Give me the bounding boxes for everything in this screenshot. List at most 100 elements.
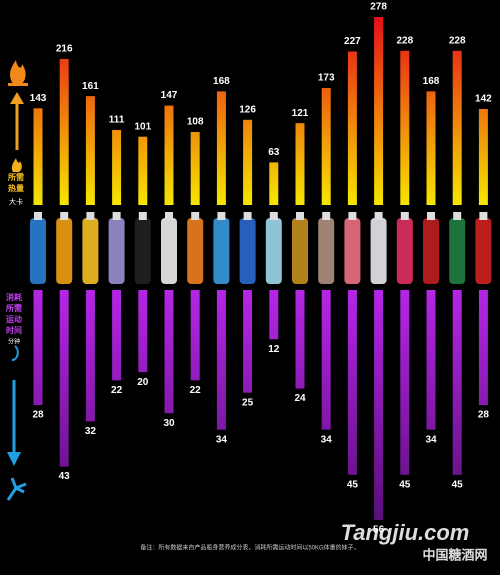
calorie-label: 108	[187, 117, 204, 128]
bottle-cap	[165, 212, 173, 220]
bottle	[134, 218, 151, 284]
calorie-label: 173	[318, 73, 335, 84]
calorie-bar	[216, 91, 226, 205]
exercise-bar	[269, 290, 279, 340]
exercise-label: 56	[373, 525, 385, 536]
bottle-cap	[243, 212, 252, 220]
exercise-bar	[138, 290, 148, 373]
y-label: 时间	[6, 325, 22, 335]
bottle-cap	[86, 212, 95, 220]
exercise-bar	[243, 290, 253, 393]
bottle	[344, 218, 361, 284]
exercise-label: 45	[452, 479, 464, 490]
unit-label: 大卡	[9, 197, 23, 206]
exercise-label: 20	[137, 377, 149, 388]
exercise-label: 45	[399, 479, 411, 490]
y-label: 运动	[6, 314, 22, 324]
bottle	[187, 218, 204, 284]
unit-label: 分钟	[8, 338, 20, 346]
calorie-label: 111	[109, 115, 125, 126]
calorie-label: 228	[396, 35, 413, 46]
calorie-label: 126	[239, 104, 256, 115]
bottle	[370, 218, 387, 284]
calorie-bar	[85, 96, 95, 205]
calorie-label: 228	[449, 35, 466, 46]
calorie-bar	[295, 123, 305, 205]
bottle-cap	[60, 212, 69, 220]
bottle-cap	[348, 212, 357, 220]
calorie-bar	[138, 136, 148, 205]
calorie-label: 143	[30, 93, 47, 104]
exercise-bar	[164, 290, 174, 414]
watermark-site: Tangjiu.com	[341, 520, 470, 545]
exercise-label: 28	[32, 410, 44, 421]
exercise-label: 22	[111, 385, 123, 396]
bottle-cap	[479, 212, 488, 220]
calorie-bar	[243, 119, 253, 205]
bottle	[449, 218, 466, 284]
exercise-label: 28	[478, 410, 490, 421]
calorie-label: 216	[56, 44, 73, 55]
exercise-bar	[33, 290, 43, 405]
bottle	[161, 218, 177, 284]
calorie-bar	[112, 129, 122, 205]
calorie-label: 147	[161, 90, 178, 101]
bottle	[475, 218, 492, 284]
bottle-cap	[191, 212, 200, 220]
y-label: 所需	[5, 303, 22, 313]
exercise-label: 24	[294, 393, 306, 404]
bottle-strip	[30, 212, 492, 284]
calorie-bar	[164, 105, 174, 205]
up-arrow	[10, 92, 24, 172]
exercise-bar	[400, 290, 410, 475]
calorie-bar	[426, 91, 436, 205]
bottle	[56, 218, 73, 284]
exercise-label: 25	[242, 397, 254, 408]
bottle-cap	[296, 212, 304, 220]
bottle	[82, 218, 99, 284]
y-label: 所需	[7, 172, 24, 182]
y-label: 消耗	[6, 292, 22, 302]
calorie-label: 227	[344, 36, 361, 47]
bottle-cap	[374, 212, 383, 220]
calorie-label: 168	[423, 76, 440, 87]
exercise-bar	[216, 290, 226, 430]
calorie-bar	[33, 108, 43, 205]
calorie-label: 168	[213, 76, 230, 87]
watermark-name: 中国糖酒网	[422, 547, 487, 562]
exercise-bar	[112, 290, 122, 381]
bottle-cap	[138, 212, 147, 220]
calorie-label: 161	[82, 81, 99, 92]
exercise-bar	[478, 290, 488, 405]
calorie-bar	[269, 162, 279, 205]
calorie-label: 63	[268, 147, 280, 158]
bottle-cap	[400, 212, 409, 220]
flame-icon	[8, 60, 28, 86]
y-label: 热量	[8, 183, 24, 193]
calorie-bar	[321, 88, 331, 205]
footnote: 备注：所有数据来自产品瓶身营养成分表，消耗所需运动时间以50KG体重的妹子，	[140, 544, 359, 552]
bottle-cap	[112, 212, 121, 220]
calorie-bar	[452, 50, 462, 205]
bottle-cap	[269, 212, 278, 220]
calorie-bar	[478, 108, 488, 205]
bottle	[423, 218, 439, 284]
calorie-bar	[374, 17, 384, 205]
calorie-bar	[59, 58, 69, 206]
exercise-bar	[295, 290, 305, 389]
bottle	[213, 218, 230, 284]
bottle	[108, 218, 125, 284]
calorie-label: 142	[475, 94, 492, 105]
bottle-cap	[453, 212, 462, 220]
calorie-bar	[400, 50, 410, 205]
exercise-label: 22	[190, 385, 202, 396]
calorie-bar	[190, 131, 200, 205]
bottle-cap	[34, 212, 42, 220]
bottle	[30, 218, 46, 284]
down-arrow	[6, 345, 27, 501]
bottle-cap	[217, 212, 226, 220]
bottle-cap	[322, 212, 331, 220]
exercise-bar	[374, 290, 384, 520]
exercise-bar	[59, 290, 69, 467]
